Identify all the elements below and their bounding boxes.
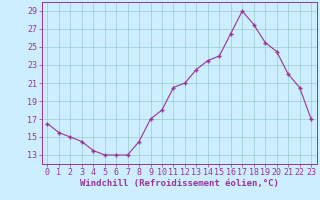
X-axis label: Windchill (Refroidissement éolien,°C): Windchill (Refroidissement éolien,°C) (80, 179, 279, 188)
